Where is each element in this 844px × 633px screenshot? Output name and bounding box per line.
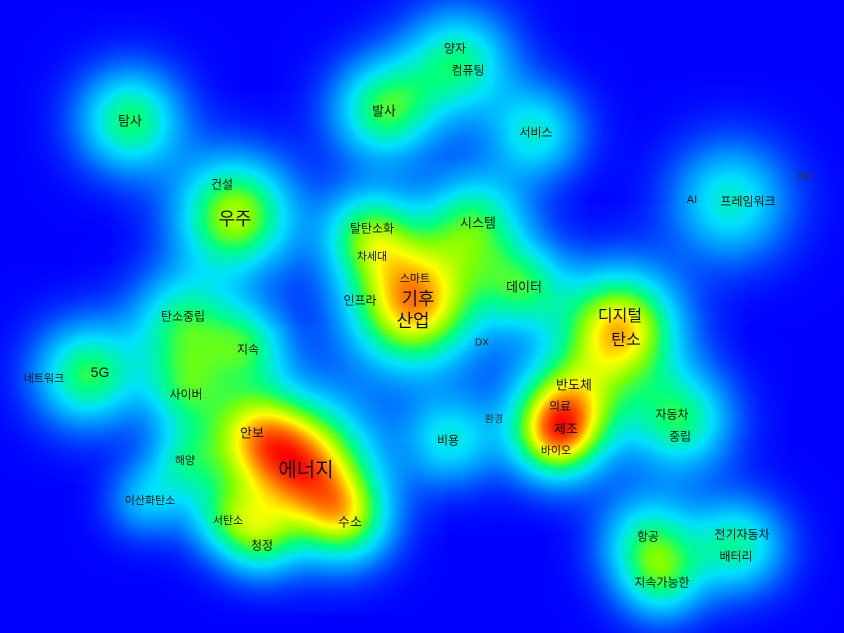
heatmap-canvas bbox=[0, 0, 844, 633]
heatmap-word-cloud: 탐사건설우주발사양자컴퓨팅서비스AI프레임워크메탄탈탄소화차세대시스템스마트인프… bbox=[0, 0, 844, 633]
